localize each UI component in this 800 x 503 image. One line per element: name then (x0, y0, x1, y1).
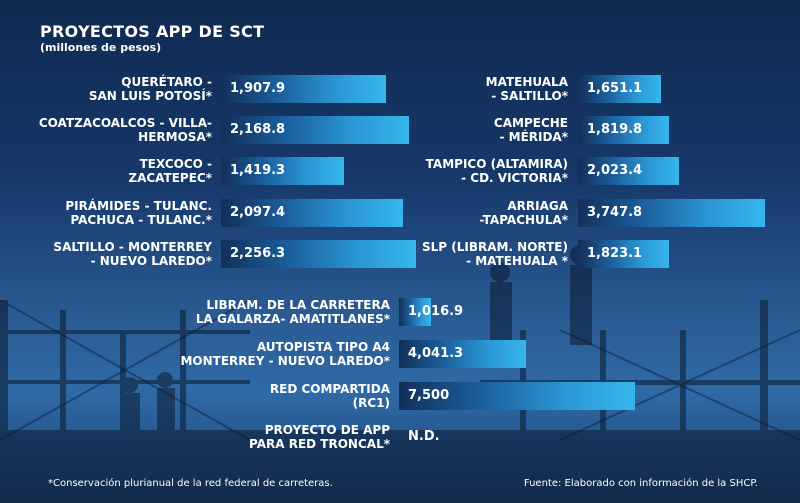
bar (221, 116, 409, 145)
page-title: PROYECTOS APP DE SCT (40, 22, 265, 41)
bar-value-label: 1,651.1 (587, 81, 643, 96)
bar (221, 157, 344, 186)
page-subtitle: (millones de pesos) (40, 41, 162, 54)
bar-value-label: 1,907.9 (230, 81, 286, 96)
bar-value-label: N.D. (408, 429, 440, 445)
bar-value-label: 4,041.3 (408, 345, 464, 361)
category-label: AUTOPISTA TIPO A4 MONTERREY - NUEVO LARE… (180, 339, 390, 368)
bar (578, 239, 669, 268)
category-label: PIRÁMIDES - TULANC. PACHUCA - TULANC.* (65, 198, 212, 227)
bar-value-label: 1,823.1 (587, 245, 643, 261)
bar-value-label: 2,023.4 (587, 163, 643, 179)
source-note: Fuente: Elaborado con información de la … (523, 478, 758, 489)
bar (578, 75, 661, 103)
category-label: PROYECTO DE APP PARA RED TRONCAL* (249, 423, 390, 452)
category-label: ARRIAGA -TAPACHULA* (479, 198, 568, 227)
bar (221, 75, 386, 103)
category-label: MATEHUALA - SALTILLO* (485, 75, 568, 103)
bar-value-label: 2,256.3 (230, 245, 286, 261)
category-label: RED COMPARTIDA (RC1) (269, 381, 390, 410)
category-label: LIBRAM. DE LA CARRETERA LA GALARZA- AMAT… (195, 298, 390, 326)
category-label: SLP (LIBRAM. NORTE) - MATEHUALA * (421, 239, 568, 268)
bar-value-label: 1,819.8 (587, 122, 643, 138)
bar (221, 239, 416, 268)
category-label: CAMPECHE - MÉRIDA* (493, 116, 568, 145)
category-label: COATZACOALCOS - VILLA- HERMOSA* (38, 116, 212, 145)
category-label: SALTILLO - MONTERREY - NUEVO LAREDO* (53, 239, 212, 268)
bar-value-label: 7,500 (408, 387, 450, 403)
bar (578, 198, 765, 227)
footnote: *Conservación plurianual de la red feder… (48, 478, 333, 489)
bar-value-label: 1,419.3 (230, 163, 286, 179)
bar (578, 157, 679, 186)
category-label: TEXCOCO - ZACATEPEC* (128, 157, 212, 186)
category-label: QUERÉTARO - SAN LUIS POTOSÍ* (88, 75, 212, 103)
bar (399, 339, 526, 368)
bar-value-label: 1,016.9 (408, 304, 464, 319)
bar-value-label: 2,168.8 (230, 122, 286, 138)
bar (578, 116, 669, 145)
bar (399, 381, 635, 410)
category-label: TAMPICO (ALTAMIRA) - CD. VICTORIA* (425, 157, 568, 186)
bar-value-label: 3,747.8 (587, 204, 643, 220)
bar (399, 298, 431, 326)
bar (221, 198, 403, 227)
bar-value-label: 2,097.4 (230, 204, 286, 220)
